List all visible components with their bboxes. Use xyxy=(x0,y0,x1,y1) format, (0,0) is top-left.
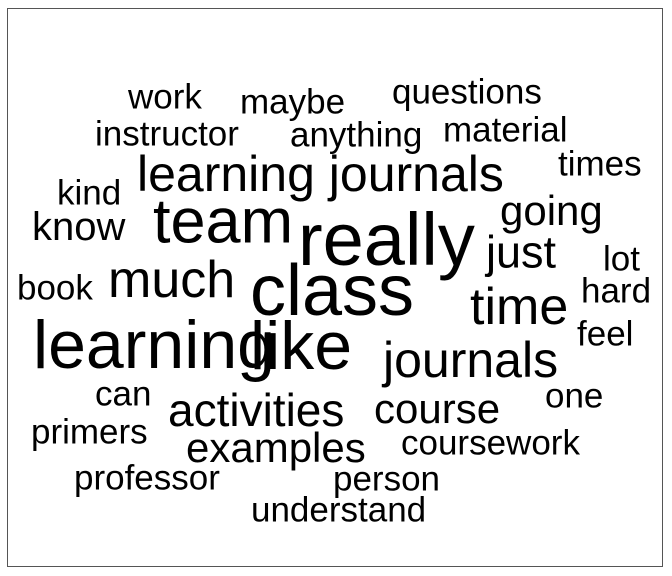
word-like: like xyxy=(250,308,353,384)
word-just: just xyxy=(486,226,557,278)
word-activities: activities xyxy=(168,384,345,436)
word-understand: understand xyxy=(251,490,427,530)
word-work: work xyxy=(128,77,202,117)
word-book: book xyxy=(17,268,93,308)
word-lot: lot xyxy=(603,239,640,279)
word-times: times xyxy=(558,144,642,184)
word-feel: feel xyxy=(577,314,634,354)
word-one: one xyxy=(545,376,604,416)
word-going: going xyxy=(500,187,603,234)
word-kind: kind xyxy=(57,173,122,213)
word-cloud-frame xyxy=(7,8,663,567)
word-time: time xyxy=(470,278,569,336)
word-know: know xyxy=(32,205,126,249)
word-learning-journals: learning journals xyxy=(137,146,504,202)
word-class: class xyxy=(250,251,415,331)
word-maybe: maybe xyxy=(240,82,346,122)
word-hard: hard xyxy=(581,271,652,311)
word-primers: primers xyxy=(31,412,148,452)
word-course: course xyxy=(374,385,501,432)
word-learning: learning xyxy=(33,307,275,383)
word-instructor: instructor xyxy=(95,114,239,154)
word-journals: journals xyxy=(383,332,559,388)
word-can: can xyxy=(95,374,152,414)
word-team: team xyxy=(153,186,294,257)
word-anything: anything xyxy=(290,115,423,155)
word-person: person xyxy=(333,459,441,499)
word-examples: examples xyxy=(186,424,366,471)
word-material: material xyxy=(443,110,568,150)
word-questions: questions xyxy=(392,72,542,112)
word-much: much xyxy=(108,251,236,309)
word-coursework: coursework xyxy=(401,423,580,463)
word-professor: professor xyxy=(74,458,220,498)
word-really: really xyxy=(298,198,475,281)
